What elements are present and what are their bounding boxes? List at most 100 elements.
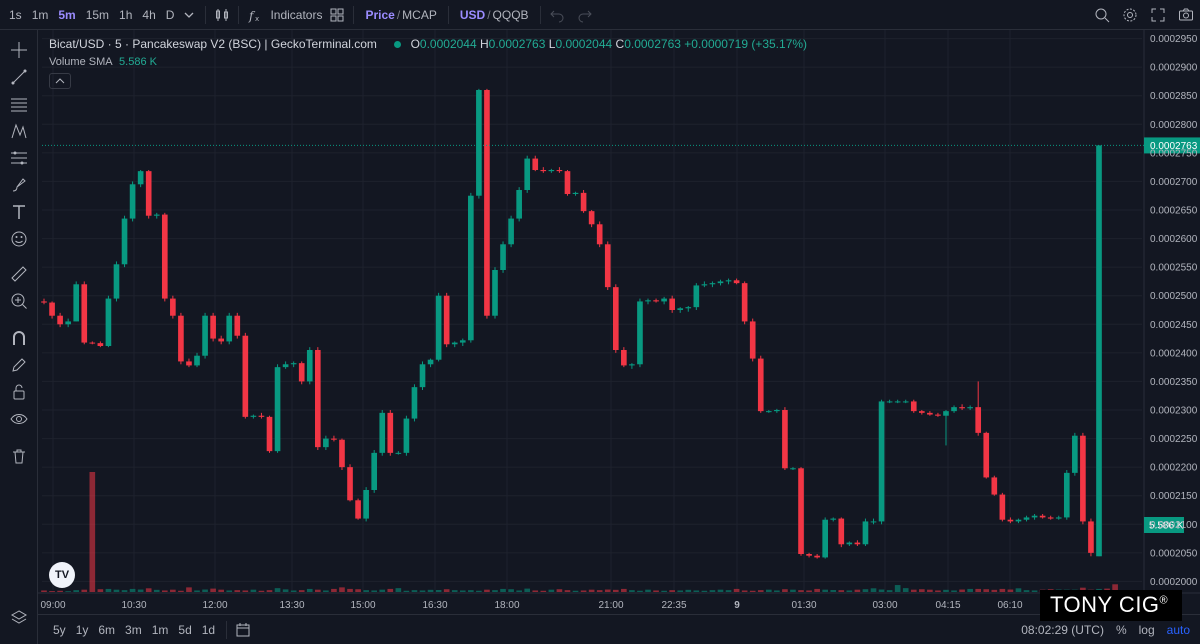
screenshot-camera-icon[interactable]	[1176, 5, 1196, 25]
utc-clock[interactable]: 08:02:29 (UTC)	[1021, 623, 1104, 637]
candle-body	[258, 415, 265, 417]
candle-body	[822, 519, 829, 558]
volume-bar	[621, 588, 627, 592]
log-toggle[interactable]: log	[1138, 623, 1155, 637]
fullscreen-icon[interactable]	[1148, 5, 1168, 25]
candle-body	[765, 411, 772, 413]
volume-bar	[910, 589, 917, 592]
range-6m[interactable]: 6m	[98, 622, 116, 637]
candles-icon[interactable]	[212, 5, 232, 25]
candle-body	[298, 363, 305, 382]
range-5d[interactable]: 5d	[178, 622, 192, 637]
symbol-title[interactable]: Bicat/USD · 5 · Pancakeswap V2 (BSC) | G…	[49, 37, 377, 51]
candlesticks	[41, 88, 1102, 559]
emoji-icon[interactable]	[9, 229, 29, 249]
interval-15m[interactable]: 15m	[85, 7, 110, 22]
time-tick-label: 13:30	[279, 600, 304, 611]
open-value: 0.0002044	[419, 37, 477, 51]
percent-toggle[interactable]: %	[1115, 623, 1127, 637]
tradingview-logo[interactable]: TV	[49, 562, 75, 588]
volume-bar	[202, 589, 208, 592]
volume-bar	[459, 590, 466, 592]
volume-bar	[975, 588, 982, 592]
trash-icon[interactable]	[9, 446, 29, 466]
volume-bar	[733, 588, 740, 592]
volume-bar	[194, 590, 200, 592]
object-tree-icon[interactable]	[9, 608, 29, 628]
candle-body	[387, 412, 394, 453]
mcap-toggle[interactable]: MCAP	[402, 7, 437, 22]
volume-bar	[645, 589, 651, 592]
candle-body	[1047, 517, 1054, 519]
volume-bar	[822, 589, 829, 592]
interval-1h[interactable]: 1h	[119, 7, 133, 22]
volume-bar	[814, 588, 820, 592]
volume-bar	[701, 590, 708, 592]
horizontal-lines-icon[interactable]	[9, 94, 29, 114]
candle-body	[355, 500, 361, 519]
candle-body	[564, 171, 571, 194]
volume-bar	[596, 590, 603, 592]
layout-grid-icon[interactable]	[327, 5, 347, 25]
quote-toggle[interactable]: QQQB	[492, 7, 529, 22]
volume-bar	[210, 588, 216, 592]
collapse-legend-button[interactable]	[49, 73, 71, 89]
calendar-goto-icon[interactable]	[233, 620, 253, 640]
candle-body	[790, 468, 796, 470]
candle-body	[717, 281, 724, 284]
interval-1d[interactable]: D	[165, 7, 175, 22]
market-status-dot	[394, 40, 402, 48]
volume-bar	[741, 590, 748, 592]
candle-body	[604, 244, 611, 288]
range-1d[interactable]: 1d	[201, 622, 216, 637]
range-3m[interactable]: 3m	[125, 622, 142, 637]
crosshair-icon[interactable]	[9, 40, 29, 60]
eye-icon[interactable]	[9, 409, 29, 429]
chevron-down-icon[interactable]	[179, 5, 199, 25]
interval-1s[interactable]: 1s	[9, 7, 22, 22]
text-tool-icon[interactable]	[9, 202, 29, 222]
candle-body	[282, 364, 289, 368]
volume-bar	[1007, 589, 1014, 592]
usd-toggle[interactable]: USD	[459, 7, 486, 22]
candle-body	[81, 284, 88, 343]
interval-5m[interactable]: 5m	[58, 7, 76, 22]
range-1m[interactable]: 1m	[151, 622, 169, 637]
price-tick-label: 0.0002600	[1150, 234, 1198, 245]
price-tick-label: 0.0002500	[1150, 291, 1198, 302]
ruler-icon[interactable]	[9, 264, 29, 284]
candle-body	[202, 315, 208, 356]
interval-4h[interactable]: 4h	[142, 7, 156, 22]
price-tick-label: 0.0002000	[1150, 577, 1198, 588]
volume-bar	[806, 590, 812, 592]
redo-icon[interactable]	[575, 5, 595, 25]
lock-icon[interactable]	[9, 382, 29, 402]
auto-scale-toggle[interactable]: auto	[1166, 623, 1190, 637]
candle-body	[854, 542, 861, 545]
lock-pencil-icon[interactable]	[9, 355, 29, 375]
price-toggle[interactable]: Price	[365, 7, 395, 22]
volume-bar	[49, 591, 55, 592]
watermark-text: TONY CIG	[1050, 592, 1160, 617]
undo-icon[interactable]	[547, 5, 567, 25]
range-1y[interactable]: 1y	[75, 622, 89, 637]
bottom-right-controls: 08:02:29 (UTC) % log auto	[1021, 623, 1190, 637]
brush-icon[interactable]	[9, 175, 29, 195]
fib-levels-icon[interactable]	[9, 148, 29, 168]
candle-body	[121, 218, 128, 265]
magnet-icon[interactable]	[9, 328, 29, 348]
indicators-button[interactable]: Indicators	[270, 7, 323, 22]
candle-body	[484, 90, 490, 316]
quick-search-icon[interactable]	[1092, 5, 1112, 25]
pattern-icon[interactable]	[9, 121, 29, 141]
volume-sma-label[interactable]: Volume SMA	[49, 56, 112, 68]
settings-gear-icon[interactable]	[1120, 5, 1140, 25]
zoom-in-icon[interactable]	[9, 291, 29, 311]
time-tick-label: 15:00	[350, 600, 375, 611]
interval-1m[interactable]: 1m	[31, 7, 49, 22]
candle-body	[878, 401, 885, 522]
trend-line-icon[interactable]	[9, 67, 29, 87]
range-5y[interactable]: 5y	[53, 622, 66, 637]
